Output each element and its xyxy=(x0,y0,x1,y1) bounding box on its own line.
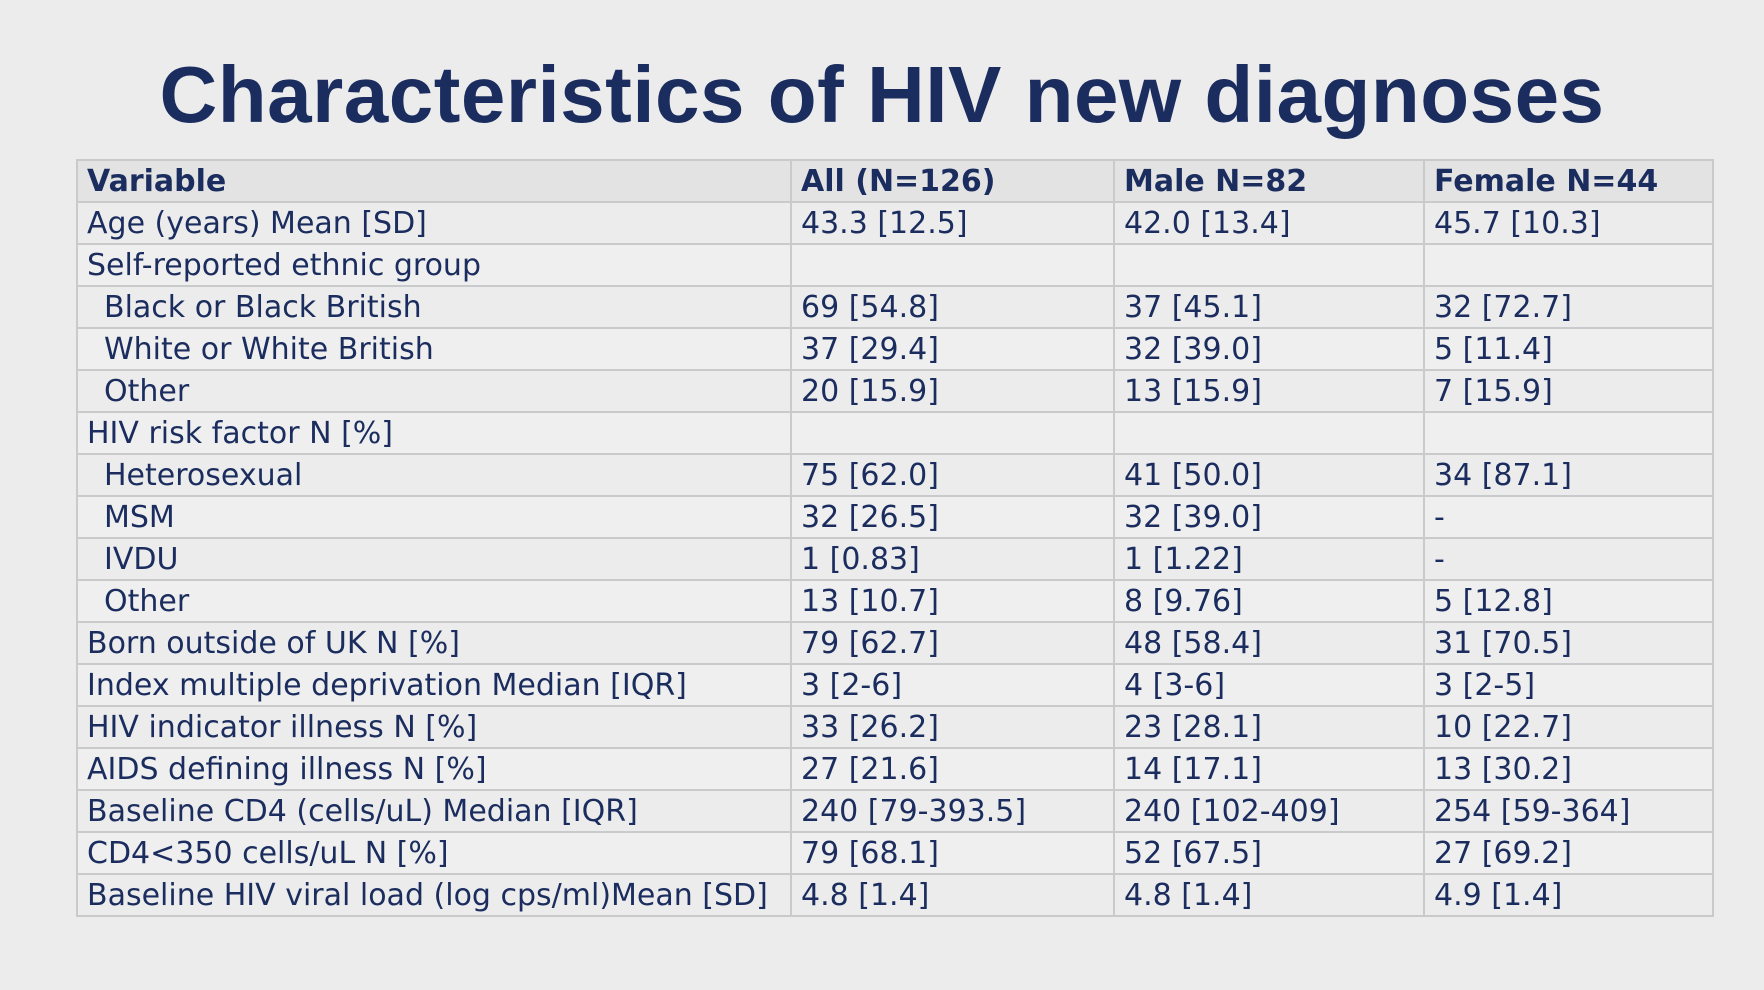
variable-cell: AIDS defining illness N [%] xyxy=(76,747,792,791)
male-cell: 13 [15.9] xyxy=(1113,369,1425,413)
male-cell: 52 [67.5] xyxy=(1113,831,1425,875)
all-cell: 20 [15.9] xyxy=(790,369,1115,413)
all-cell: 13 [10.7] xyxy=(790,579,1115,623)
header-variable: Variable xyxy=(76,159,792,203)
variable-cell: CD4<350 cells/uL N [%] xyxy=(76,831,792,875)
female-cell xyxy=(1423,243,1714,287)
table-row: AIDS defining illness N [%] 27 [21.6] 14 [… xyxy=(76,747,1714,791)
male-cell: 32 [39.0] xyxy=(1113,327,1425,371)
all-cell: 240 [79-393.5] xyxy=(790,789,1115,833)
table-row: HIV risk factor N [%] xyxy=(76,411,1714,455)
header-male: Male N=82 xyxy=(1113,159,1425,203)
table-row: MSM 32 [26.5] 32 [39.0] - xyxy=(76,495,1714,539)
variable-cell: Other xyxy=(76,579,792,623)
table-body: Age (years) Mean [SD] 43.3 [12.5] 42.0 [13… xyxy=(76,201,1714,917)
all-cell: 3 [2-6] xyxy=(790,663,1115,707)
table-row: CD4<350 cells/uL N [%] 79 [68.1] 52 [67.5]… xyxy=(76,831,1714,875)
variable-cell: Index multiple deprivation Median [IQR] xyxy=(76,663,792,707)
variable-cell: MSM xyxy=(76,495,792,539)
table-row: IVDU 1 [0.83] 1 [1.22] - xyxy=(76,537,1714,581)
table-row: Baseline HIV viral load (log cps/ml)Mean… xyxy=(76,873,1714,917)
all-cell xyxy=(790,411,1115,455)
male-cell: 4 [3-6] xyxy=(1113,663,1425,707)
female-cell: - xyxy=(1423,495,1714,539)
all-cell: 4.8 [1.4] xyxy=(790,873,1115,917)
table-row: Heterosexual 75 [62.0] 41 [50.0] 34 [87.1] xyxy=(76,453,1714,497)
male-cell: 14 [17.1] xyxy=(1113,747,1425,791)
female-cell xyxy=(1423,411,1714,455)
female-cell: 7 [15.9] xyxy=(1423,369,1714,413)
female-cell: - xyxy=(1423,537,1714,581)
table-row: Age (years) Mean [SD] 43.3 [12.5] 42.0 [13… xyxy=(76,201,1714,245)
table-row: HIV indicator illness N [%] 33 [26.2] 23 [… xyxy=(76,705,1714,749)
male-cell: 23 [28.1] xyxy=(1113,705,1425,749)
female-cell: 4.9 [1.4] xyxy=(1423,873,1714,917)
male-cell: 8 [9.76] xyxy=(1113,579,1425,623)
female-cell: 27 [69.2] xyxy=(1423,831,1714,875)
female-cell: 3 [2-5] xyxy=(1423,663,1714,707)
variable-cell: Baseline HIV viral load (log cps/ml)Mean… xyxy=(76,873,792,917)
table-row: Index multiple deprivation Median [IQR] 3… xyxy=(76,663,1714,707)
variable-cell: Heterosexual xyxy=(76,453,792,497)
table-row: Other 20 [15.9] 13 [15.9] 7 [15.9] xyxy=(76,369,1714,413)
male-cell xyxy=(1113,411,1425,455)
table-row: Self-reported ethnic group xyxy=(76,243,1714,287)
table-row: Other 13 [10.7] 8 [9.76] 5 [12.8] xyxy=(76,579,1714,623)
variable-cell: Born outside of UK N [%] xyxy=(76,621,792,665)
female-cell: 5 [12.8] xyxy=(1423,579,1714,623)
all-cell: 79 [62.7] xyxy=(790,621,1115,665)
all-cell: 27 [21.6] xyxy=(790,747,1115,791)
female-cell: 32 [72.7] xyxy=(1423,285,1714,329)
all-cell xyxy=(790,243,1115,287)
variable-cell: HIV indicator illness N [%] xyxy=(76,705,792,749)
all-cell: 69 [54.8] xyxy=(790,285,1115,329)
male-cell: 1 [1.22] xyxy=(1113,537,1425,581)
table-row: Black or Black British 69 [54.8] 37 [45.1]… xyxy=(76,285,1714,329)
female-cell: 45.7 [10.3] xyxy=(1423,201,1714,245)
male-cell: 240 [102-409] xyxy=(1113,789,1425,833)
variable-cell: Baseline CD4 (cells/uL) Median [IQR] xyxy=(76,789,792,833)
female-cell: 13 [30.2] xyxy=(1423,747,1714,791)
characteristics-table: Variable All (N=126) Male N=82 Female N=… xyxy=(76,159,1714,917)
header-row: Variable All (N=126) Male N=82 Female N=… xyxy=(76,159,1714,203)
female-cell: 254 [59-364] xyxy=(1423,789,1714,833)
header-all: All (N=126) xyxy=(790,159,1115,203)
table-row: Born outside of UK N [%] 79 [62.7] 48 [58.… xyxy=(76,621,1714,665)
male-cell: 37 [45.1] xyxy=(1113,285,1425,329)
all-cell: 33 [26.2] xyxy=(790,705,1115,749)
female-cell: 34 [87.1] xyxy=(1423,453,1714,497)
all-cell: 79 [68.1] xyxy=(790,831,1115,875)
variable-cell: Age (years) Mean [SD] xyxy=(76,201,792,245)
female-cell: 10 [22.7] xyxy=(1423,705,1714,749)
male-cell: 42.0 [13.4] xyxy=(1113,201,1425,245)
variable-cell: Other xyxy=(76,369,792,413)
male-cell: 41 [50.0] xyxy=(1113,453,1425,497)
all-cell: 37 [29.4] xyxy=(790,327,1115,371)
female-cell: 5 [11.4] xyxy=(1423,327,1714,371)
male-cell: 48 [58.4] xyxy=(1113,621,1425,665)
variable-cell: HIV risk factor N [%] xyxy=(76,411,792,455)
all-cell: 75 [62.0] xyxy=(790,453,1115,497)
all-cell: 43.3 [12.5] xyxy=(790,201,1115,245)
header-female: Female N=44 xyxy=(1423,159,1714,203)
all-cell: 32 [26.5] xyxy=(790,495,1115,539)
table-header: Variable All (N=126) Male N=82 Female N=… xyxy=(76,159,1714,203)
female-cell: 31 [70.5] xyxy=(1423,621,1714,665)
male-cell: 32 [39.0] xyxy=(1113,495,1425,539)
variable-cell: White or White British xyxy=(76,327,792,371)
all-cell: 1 [0.83] xyxy=(790,537,1115,581)
variable-cell: Self-reported ethnic group xyxy=(76,243,792,287)
variable-cell: IVDU xyxy=(76,537,792,581)
table-row: White or White British 37 [29.4] 32 [39.0]… xyxy=(76,327,1714,371)
variable-cell: Black or Black British xyxy=(76,285,792,329)
slide-title: Characteristics of HIV new diagnoses xyxy=(159,50,1605,139)
male-cell xyxy=(1113,243,1425,287)
male-cell: 4.8 [1.4] xyxy=(1113,873,1425,917)
table-row: Baseline CD4 (cells/uL) Median [IQR] 240 … xyxy=(76,789,1714,833)
